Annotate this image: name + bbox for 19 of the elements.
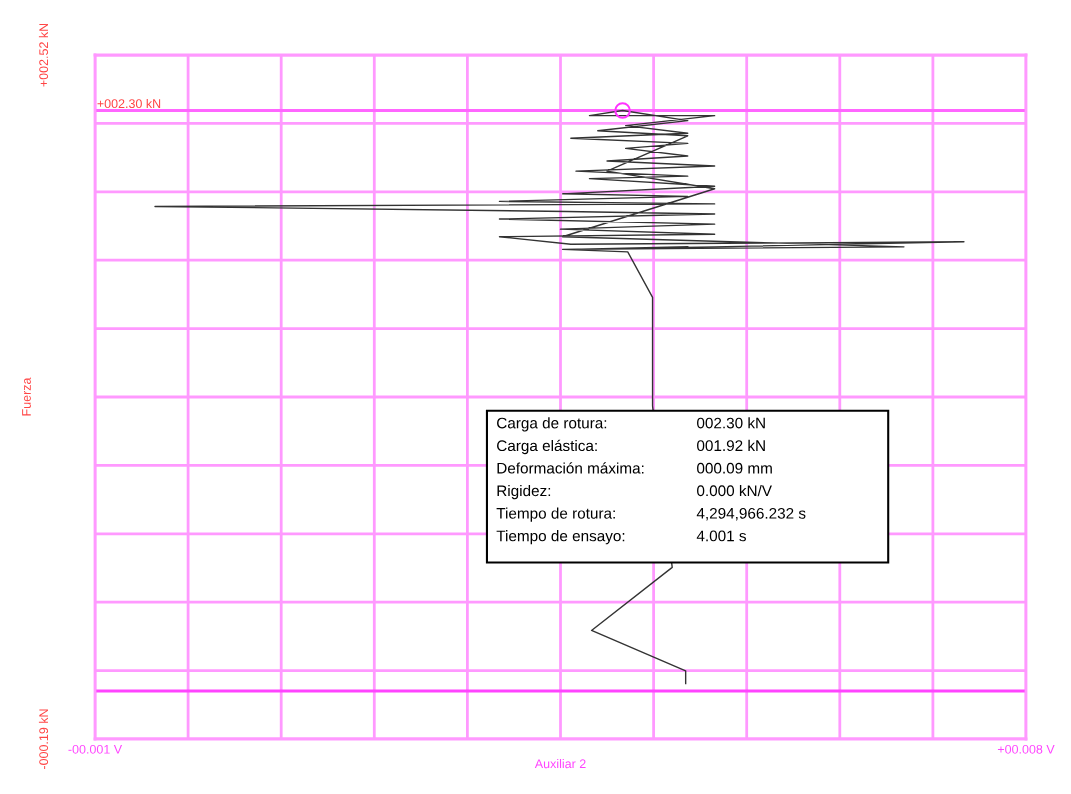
y-tick-label: +002.52 kN: [38, 23, 49, 87]
ref-line-label: +002.30 kN: [97, 98, 161, 109]
x-tick-label: -00.001 V: [68, 744, 123, 754]
annotation: Carga elástica:: [497, 439, 597, 455]
annotation: 000.09 mm: [697, 462, 772, 474]
annotation: Tiempo de ensayo:: [496, 530, 625, 545]
annotation: Rigidez:: [497, 484, 551, 500]
annotation: Carga de rotura:: [497, 417, 607, 432]
annotation: Tiempo de rotura:: [496, 507, 615, 522]
x-axis-title: Auxiliar 2: [534, 758, 586, 769]
annotation: Deformación máxima:: [497, 462, 644, 474]
y-tick-label: -000.19 kN: [38, 709, 49, 770]
annotation: 002.30 kN: [697, 417, 765, 429]
annotation: 001.92 kN: [697, 439, 765, 452]
annotation: 0.000 kN/V: [697, 484, 772, 497]
annotation: 4.001 s: [696, 530, 746, 542]
annotation: 4,294,966.232 s: [696, 507, 806, 521]
y-axis-title: Fuerza: [22, 377, 31, 416]
x-tick-label: +00.008 V: [997, 744, 1055, 754]
